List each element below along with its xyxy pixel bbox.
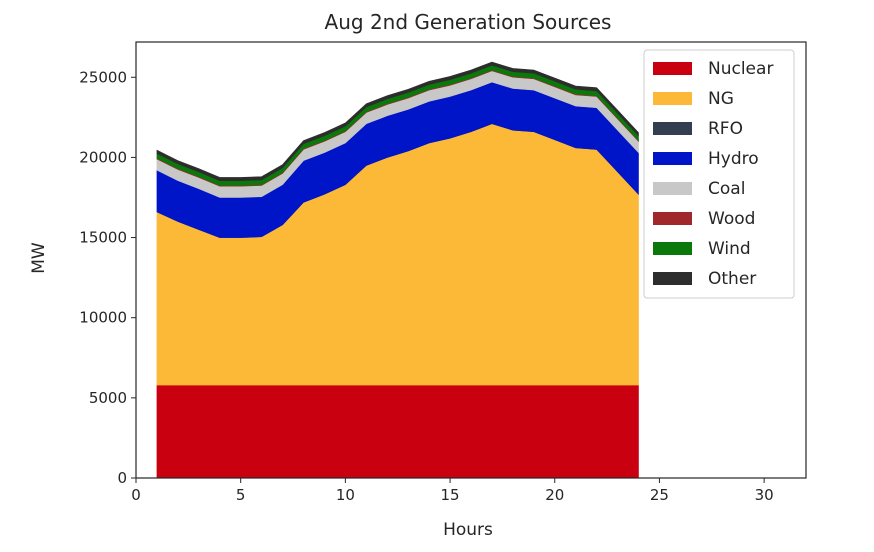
legend-item-nuclear: Nuclear <box>653 59 773 79</box>
x-tick-label: 0 <box>131 486 141 504</box>
legend: Nuclear NG RFO Hydro Coal Wood Wind Other <box>643 49 795 299</box>
area-nuclear <box>156 384 639 479</box>
x-tick-label: 15 <box>441 486 460 504</box>
x-axis: 0 5 10 15 20 25 30 <box>131 478 774 504</box>
legend-swatch <box>653 272 692 285</box>
legend-swatch <box>653 122 692 135</box>
x-tick-label: 25 <box>650 486 669 504</box>
y-tick-label: 10000 <box>79 309 127 327</box>
legend-swatch <box>653 212 692 225</box>
legend-item-ng: NG <box>653 89 734 109</box>
legend-item-hydro: Hydro <box>653 149 759 169</box>
y-axis: 0 5000 10000 15000 20000 25000 <box>79 68 136 487</box>
legend-item-coal: Coal <box>653 179 745 199</box>
legend-swatch <box>653 62 692 75</box>
y-tick-label: 25000 <box>79 68 127 86</box>
legend-swatch <box>653 182 692 195</box>
x-tick-label: 30 <box>755 486 774 504</box>
legend-item-wood: Wood <box>653 209 755 229</box>
y-tick-label: 5000 <box>89 389 127 407</box>
legend-label: RFO <box>708 119 743 139</box>
legend-item-other: Other <box>653 269 756 289</box>
legend-item-rfo: RFO <box>653 119 743 139</box>
x-tick-label: 10 <box>336 486 355 504</box>
legend-swatch <box>653 242 692 255</box>
legend-label: Wind <box>708 239 751 259</box>
legend-label: Wood <box>708 209 755 229</box>
x-tick-label: 20 <box>545 486 564 504</box>
legend-label: Nuclear <box>708 59 773 79</box>
area-series-group <box>156 61 639 479</box>
legend-swatch <box>653 152 692 165</box>
y-tick-label: 15000 <box>79 229 127 247</box>
legend-item-wind: Wind <box>653 239 751 259</box>
legend-label: Hydro <box>708 149 759 169</box>
x-axis-title: Hours <box>443 520 493 540</box>
y-tick-label: 20000 <box>79 148 127 166</box>
plot-frame <box>135 41 807 479</box>
legend-box <box>643 49 795 299</box>
chart-title: Aug 2nd Generation Sources <box>325 10 612 34</box>
area-ng <box>156 123 639 386</box>
legend-label: Coal <box>708 179 745 199</box>
y-tick-label: 0 <box>117 469 127 487</box>
x-tick-label: 5 <box>236 486 246 504</box>
area-other <box>156 61 639 181</box>
legend-label: NG <box>708 89 734 109</box>
legend-label: Other <box>708 269 756 289</box>
y-axis-title: MW <box>29 242 49 274</box>
legend-swatch <box>653 92 692 105</box>
